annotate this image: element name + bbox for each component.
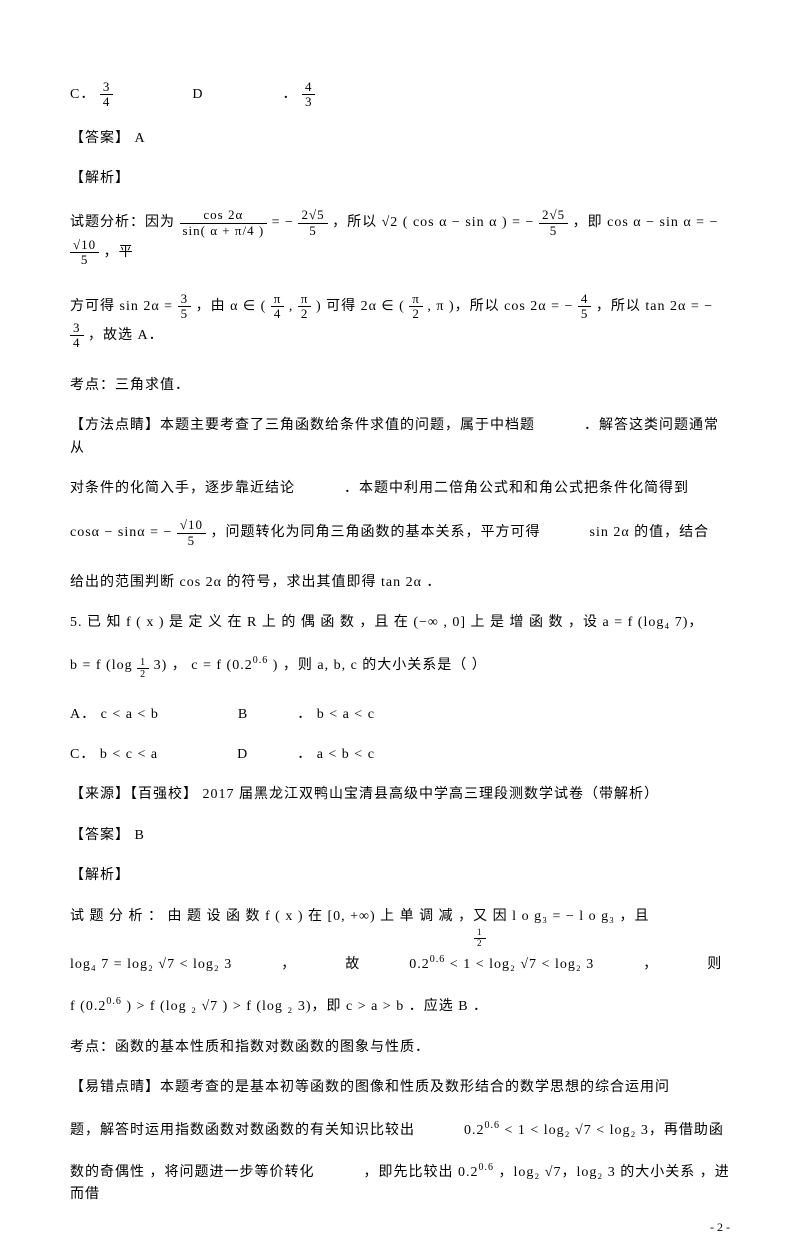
page-number: - 2 - [710,1220,730,1235]
q5-source: 【来源】【百强校】 2017 届黑龙江双鸭山宝清县高级中学高三理段测数学试卷（带… [70,784,730,806]
label-c: C． [70,87,95,102]
q4-optCD: C． 3 4 D ． 4 3 [70,80,730,110]
q4-analysis-label: 【解析】 [70,168,730,190]
q5-optCD: C． b < c < a D ． a < b < c [70,744,730,766]
frac-d: 4 3 [302,80,316,110]
label-d: D [192,87,203,102]
q5-answer: 【答案】 B [70,825,730,847]
q5-stem2: b = f (log 1 2 3) ， c = f (0.20.6 ) ，则 a… [70,653,730,680]
q5-kaodian: 考点：函数的基本性质和指数对数函数的图象与性质． [70,1037,730,1059]
sub-half: 1 2 [137,657,149,680]
q5-optAB: A． c < a < b B ． b < a < c [70,704,730,726]
q4-method2: 对条件的化简入手，逐步靠近结论 ．本题中利用二倍角公式和和角公式把条件化简得到 [70,478,730,500]
q5-ana1: 试 题 分 析 ： 由 题 设 函 数 f ( x ) 在 [0, +∞) 上 … [70,906,730,928]
q4-ana-line1: 试题分析：因为 cos 2α sin( α + π/4 ) = − 2√55 ，… [70,208,730,267]
q4-answer: 【答案】 A [70,128,730,150]
sub-half2: 1 2 [474,928,486,949]
dot-d: ． [282,87,297,102]
q4-method3: cosα − sinα = − √105 ，问题转化为同角三角函数的基本关系，平… [70,518,730,548]
q5-ana2: log₄ 7 = log₂ √7 < log₂ 3 ， 故 0.20.6 < 1… [70,952,730,976]
q4-ana-line2: 方可得 sin 2α = 35 ，由 α ∈ ( π4 , π2 ) 可得 2α… [70,292,730,351]
frac-cos2a: cos 2α sin( α + π/4 ) [180,208,268,238]
frac-c: 3 4 [100,80,114,110]
q5-err2: 题，解答时运用指数函数对数函数的有关知识比较出 0.20.6 < 1 < log… [70,1118,730,1142]
q5-err1: 【易错点晴】本题考查的是基本初等函数的图像和性质及数形结合的数学思想的综合运用问 [70,1077,730,1099]
q5-stem1: 5. 已 知 f ( x ) 是 定 义 在 R 上 的 偶 函 数 ，且 在 … [70,612,730,634]
q5-analysis-label: 【解析】 [70,865,730,887]
q4-method4: 给出的范围判断 cos 2α 的符号，求出其值即得 tan 2α ． [70,572,730,594]
q5-err3: 数的奇偶性 ，将问题进一步等价转化 ，即先比较出 0.20.6 ，log₂ √7… [70,1160,730,1207]
q4-method1: 【方法点睛】本题主要考查了三角函数给条件求值的问题，属于中档题 ．解答这类问题通… [70,415,730,460]
q4-kaodian: 考点：三角求值． [70,375,730,397]
q5-ana3: f (0.20.6 ) > f (log ₂ √7 ) > f (log ₂ 3… [70,994,730,1018]
